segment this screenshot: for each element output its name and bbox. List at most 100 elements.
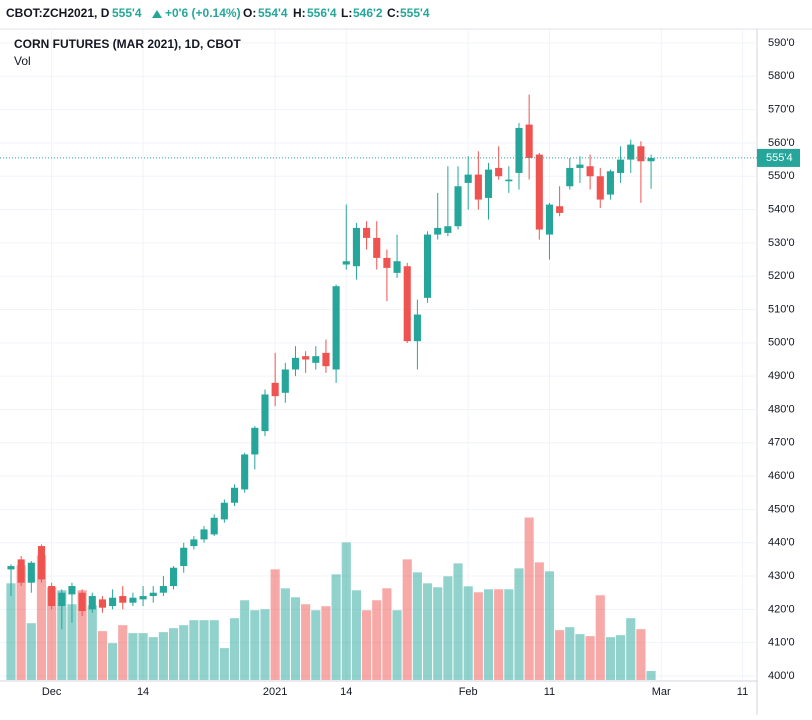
y-tick-label: 580'0 [768, 70, 795, 82]
candle-body [139, 596, 147, 600]
candle-body [261, 394, 269, 432]
y-tick-label: 570'0 [768, 104, 795, 116]
volume-bar [524, 517, 534, 680]
volume-bar [57, 590, 67, 680]
low-value: 546'2 [353, 6, 383, 20]
candle-body [48, 586, 56, 607]
candle-body [637, 146, 645, 162]
candle-body [190, 539, 198, 547]
y-tick-label: 400'0 [768, 670, 795, 682]
volume-bar [595, 595, 605, 680]
candle-body [586, 166, 594, 177]
change: +0'6 (+0.14%) [165, 6, 241, 20]
volume-bar [301, 604, 311, 680]
volume-bar [16, 565, 26, 680]
volume-bar [290, 597, 301, 680]
y-tick-label: 520'0 [768, 270, 795, 282]
y-tick-label: 430'0 [768, 570, 795, 582]
volume-bar [555, 630, 565, 680]
candle-body [78, 592, 86, 612]
volume-bar [473, 592, 483, 680]
volume-bar [362, 610, 372, 680]
volume-bar [158, 632, 168, 680]
y-tick-label: 420'0 [768, 603, 795, 615]
candle-layer [7, 94, 655, 630]
volume-bar [636, 629, 646, 680]
y-tick-label: 480'0 [768, 403, 795, 415]
volume-bar [240, 600, 250, 680]
y-tick-label: 550'0 [768, 170, 795, 182]
candle-body [109, 597, 117, 607]
high-label: H: [293, 6, 306, 20]
volume-bar [189, 620, 199, 680]
volume-bar [412, 572, 422, 680]
candle-body [271, 382, 279, 397]
y-tick-label: 530'0 [768, 237, 795, 249]
x-tick-label: 14 [137, 686, 149, 698]
candle-body [88, 596, 96, 610]
candle-body [210, 517, 218, 535]
x-tick-label: Feb [459, 686, 478, 698]
x-tick-label: Mar [652, 686, 671, 698]
volume-bar [128, 633, 138, 680]
volume-bar [544, 571, 555, 680]
volume-bar [219, 648, 229, 680]
candle-body [312, 356, 320, 363]
volume-bar [250, 610, 260, 680]
volume-label: Vol [14, 54, 31, 68]
volume-bar [605, 637, 615, 680]
high-value: 556'4 [307, 6, 337, 20]
candle-body [525, 124, 533, 158]
volume-bar [229, 618, 240, 680]
volume-bar [483, 589, 494, 680]
candle-body [98, 599, 106, 608]
volume-bar [118, 625, 128, 680]
candle-body [129, 597, 137, 603]
candle-body [322, 352, 330, 367]
volume-bar [616, 635, 626, 680]
candle-body [230, 487, 239, 503]
candle-body [251, 427, 259, 455]
candle-body [515, 127, 523, 173]
volume-bar [77, 590, 87, 680]
y-tick-label: 540'0 [768, 203, 795, 215]
volume-bar [148, 637, 158, 680]
volume-bar [392, 610, 402, 680]
y-tick-label: 440'0 [768, 537, 795, 549]
volume-bar [433, 587, 443, 680]
volume-bar [372, 600, 382, 680]
candle-body [617, 159, 625, 173]
volume-bar [504, 589, 514, 680]
candle-body [454, 186, 462, 227]
candle-body [159, 586, 167, 593]
volume-bar [280, 588, 290, 680]
volume-bar [179, 625, 189, 680]
top-layer: 400'0 410'0 420'0 430'0 440'0 450'0 460'0 470'0… [0, 37, 800, 698]
candle-body [596, 176, 604, 200]
candle-body [474, 174, 482, 200]
volume-bar [443, 576, 453, 680]
volume-bar [97, 631, 108, 680]
candle-body [37, 546, 46, 580]
candle-body [281, 369, 289, 393]
x-tick-label: 14 [340, 686, 352, 698]
volume-bar [87, 605, 97, 680]
candle-body [464, 174, 472, 183]
y-tick-label: 510'0 [768, 303, 795, 315]
y-tick-label: 450'0 [768, 503, 795, 515]
candle-body [505, 179, 513, 182]
volume-bar [311, 610, 321, 680]
candle-body [119, 596, 127, 603]
last-price: 555'4 [112, 6, 142, 20]
candle-body [545, 204, 554, 235]
candle-body [495, 167, 503, 177]
volume-bar [341, 542, 351, 680]
volume-bar [6, 583, 16, 680]
volume-bar [463, 586, 473, 680]
open-label: O: [243, 6, 256, 20]
last-price-box [757, 148, 800, 167]
volume-bar [209, 620, 219, 680]
y-tick-label: 500'0 [768, 337, 795, 349]
